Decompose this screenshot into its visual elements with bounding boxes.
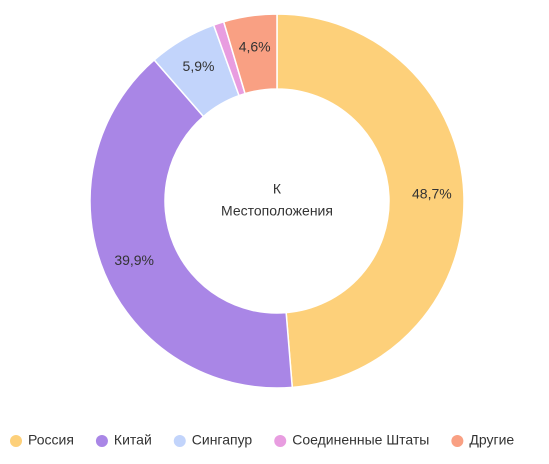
legend-marker <box>95 435 108 447</box>
legend-label: Соединенные Штаты <box>292 432 429 448</box>
data-label: 48,7% <box>412 185 452 201</box>
donut-slice <box>276 13 465 389</box>
legend-label: Китай <box>114 432 152 448</box>
legend-label: Россия <box>28 432 74 448</box>
center-label: К <box>273 181 282 197</box>
center-label: Местоположения <box>221 203 333 219</box>
donut-slice <box>222 13 278 95</box>
donut-slice <box>89 58 294 389</box>
legend-marker <box>10 435 22 447</box>
legend-marker <box>173 435 186 447</box>
data-label: 5,9% <box>183 58 215 74</box>
legend-label: Другие <box>469 432 514 448</box>
legend-marker <box>274 435 287 447</box>
legend-marker <box>451 435 464 447</box>
data-label: 4,6% <box>239 38 271 54</box>
legend-label: Сингапур <box>192 432 253 448</box>
data-label: 39,9% <box>114 252 154 268</box>
